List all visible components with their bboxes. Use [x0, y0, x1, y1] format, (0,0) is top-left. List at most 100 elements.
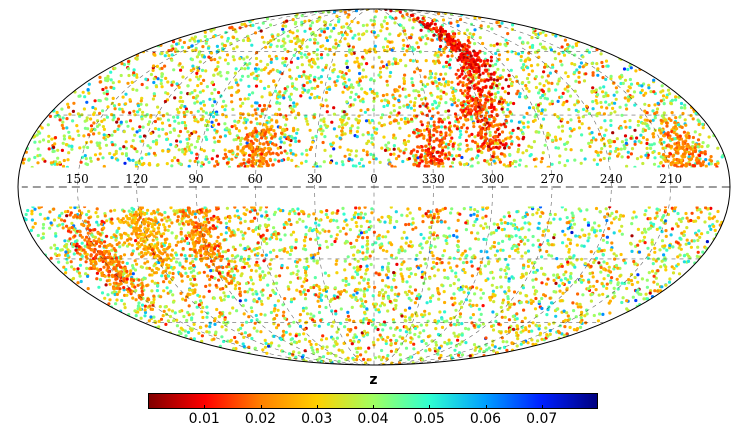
galaxy-point: [518, 95, 522, 99]
galaxy-point: [305, 45, 309, 49]
galaxy-point: [97, 285, 101, 289]
galaxy-point: [295, 260, 299, 264]
galaxy-point: [615, 277, 619, 281]
galaxy-point: [289, 98, 293, 102]
galaxy-point: [577, 207, 581, 211]
galaxy-point: [442, 234, 446, 238]
galaxy-point: [403, 290, 408, 294]
galaxy-point: [86, 127, 90, 131]
galaxy-point: [98, 80, 102, 84]
galaxy-point: [33, 140, 37, 144]
galaxy-point: [394, 298, 398, 303]
galaxy-point: [473, 292, 477, 296]
galaxy-point: [427, 236, 431, 240]
galaxy-point: [581, 293, 585, 297]
galaxy-point: [324, 337, 329, 341]
galaxy-point: [70, 147, 74, 151]
galaxy-point: [471, 313, 475, 317]
galaxy-point: [198, 90, 202, 94]
galaxy-point: [461, 261, 466, 265]
galaxy-point: [492, 159, 496, 163]
galaxy-point: [419, 38, 423, 42]
galaxy-point: [283, 91, 287, 95]
galaxy-point: [460, 155, 464, 160]
galaxy-point: [394, 306, 398, 310]
galaxy-point: [440, 317, 444, 321]
galaxy-point: [176, 110, 180, 114]
galaxy-point: [415, 41, 419, 45]
galaxy-point: [536, 63, 540, 67]
galaxy-point: [462, 267, 466, 272]
galaxy-point: [115, 298, 119, 302]
galaxy-point: [589, 264, 593, 268]
galaxy-point: [655, 211, 659, 215]
galaxy-point: [568, 134, 572, 138]
galaxy-point: [608, 138, 612, 142]
galaxy-point: [220, 270, 225, 275]
galaxy-point: [389, 111, 393, 115]
galaxy-point: [448, 139, 453, 143]
galaxy-point: [80, 155, 85, 159]
galaxy-point: [493, 92, 498, 96]
galaxy-point: [516, 250, 520, 254]
galaxy-point: [187, 304, 191, 308]
galaxy-point: [530, 36, 534, 40]
galaxy-point: [506, 297, 510, 301]
galaxy-point: [80, 113, 84, 117]
galaxy-point: [357, 281, 361, 285]
galaxy-point: [436, 95, 440, 99]
galaxy-point: [521, 81, 525, 85]
galaxy-point: [356, 235, 360, 239]
galaxy-point: [209, 112, 213, 117]
galaxy-point: [190, 288, 194, 292]
galaxy-point: [648, 143, 652, 147]
galaxy-point: [237, 286, 242, 291]
galaxy-point: [96, 215, 100, 219]
galaxy-point: [380, 124, 384, 128]
galaxy-point: [184, 126, 188, 130]
galaxy-point: [565, 244, 569, 248]
galaxy-point: [304, 159, 308, 163]
galaxy-point: [538, 82, 542, 86]
galaxy-point: [179, 227, 183, 231]
galaxy-point: [163, 305, 167, 309]
galaxy-point: [646, 246, 650, 250]
galaxy-point: [574, 79, 578, 83]
galaxy-point: [309, 24, 313, 28]
galaxy-point: [156, 105, 160, 109]
galaxy-point: [423, 313, 427, 317]
galaxy-point: [148, 163, 152, 167]
galaxy-point: [543, 294, 548, 298]
galaxy-point: [215, 307, 219, 312]
galaxy-point: [707, 135, 711, 139]
galaxy-point: [403, 315, 407, 319]
galaxy-point: [134, 314, 138, 318]
galaxy-point: [434, 327, 438, 331]
galaxy-point: [520, 319, 524, 324]
galaxy-point: [464, 326, 468, 331]
galaxy-point: [328, 35, 332, 39]
galaxy-point: [603, 133, 607, 137]
galaxy-point: [355, 238, 359, 242]
galaxy-point: [401, 279, 405, 283]
galaxy-point: [357, 340, 361, 344]
galaxy-point: [213, 276, 217, 280]
galaxy-point: [641, 121, 645, 125]
galaxy-point: [592, 284, 596, 288]
galaxy-point: [120, 107, 124, 111]
galaxy-point: [529, 153, 533, 157]
galaxy-point: [222, 43, 226, 48]
galaxy-point: [497, 226, 501, 230]
galaxy-point: [364, 300, 368, 304]
galaxy-point: [489, 43, 493, 47]
galaxy-point: [178, 99, 182, 103]
galaxy-point: [488, 295, 492, 300]
galaxy-point: [166, 319, 170, 323]
galaxy-point: [591, 226, 595, 230]
galaxy-point: [691, 140, 695, 144]
galaxy-point: [346, 148, 350, 152]
galaxy-point: [315, 350, 320, 354]
galaxy-point: [547, 81, 551, 85]
galaxy-point: [517, 163, 522, 167]
galaxy-point: [616, 154, 620, 158]
